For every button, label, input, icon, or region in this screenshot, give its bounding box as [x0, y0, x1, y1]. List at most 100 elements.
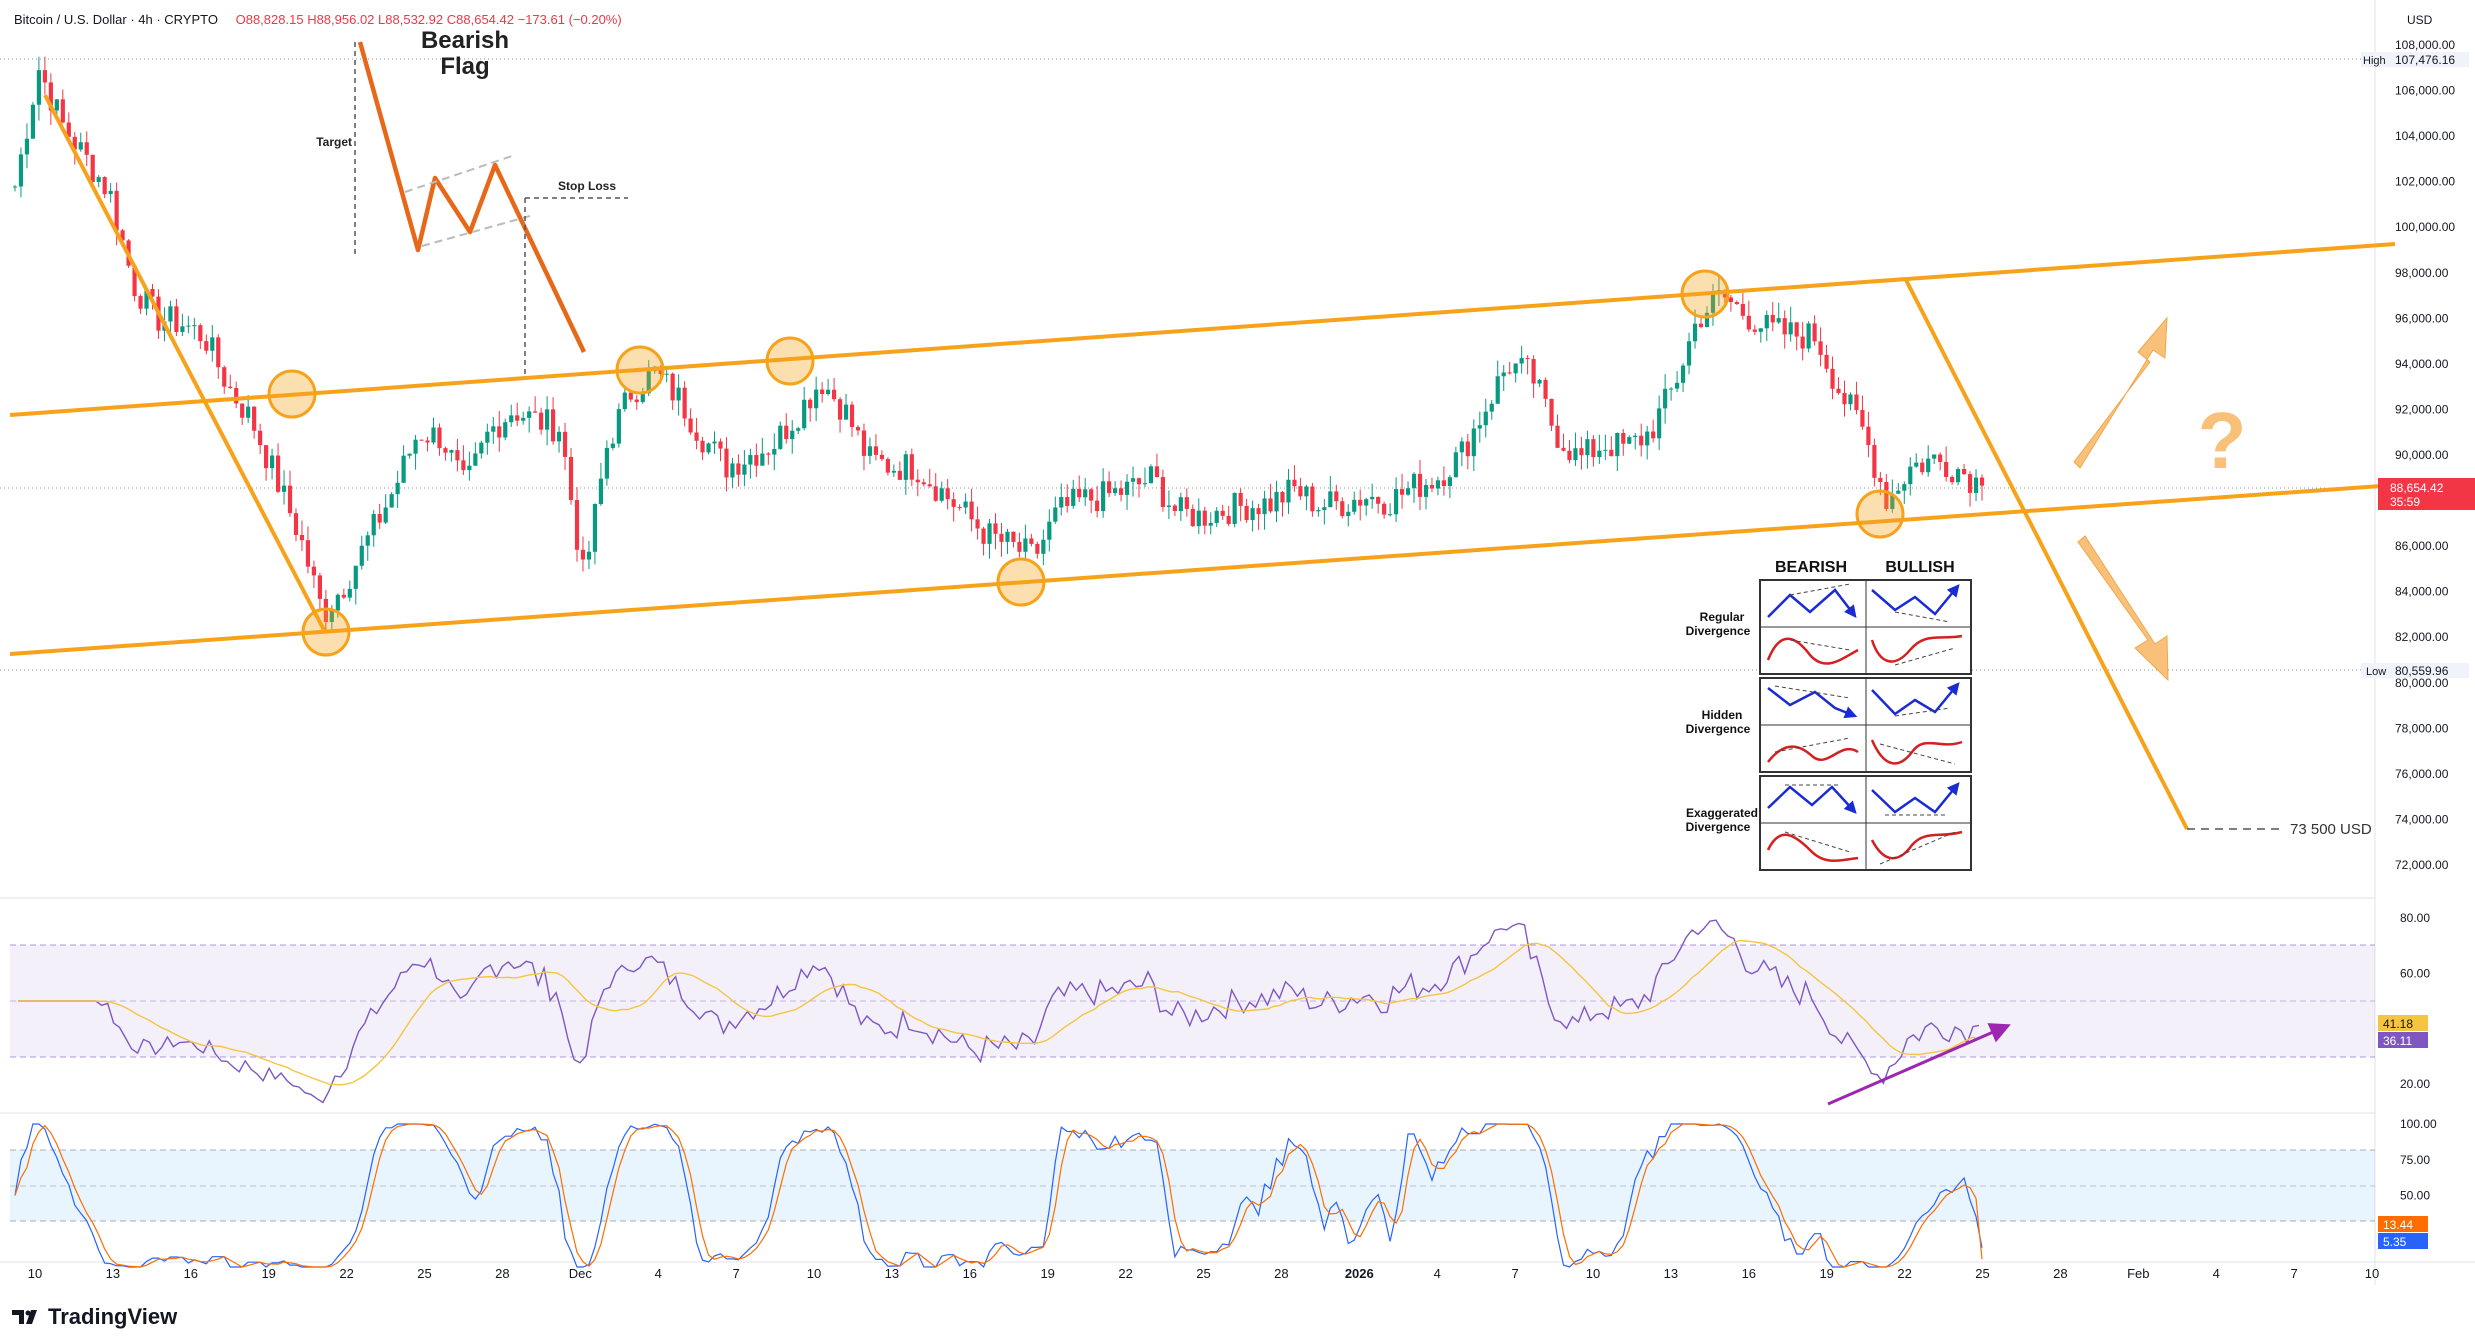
candle-body: [419, 439, 424, 441]
candle-body: [138, 296, 143, 309]
candle-body: [1489, 403, 1494, 412]
ohlc-change: −173.61 (−0.20%): [517, 12, 622, 27]
candle-body: [108, 190, 113, 195]
candle-body: [1567, 450, 1572, 461]
candle-body: [1938, 454, 1943, 462]
candle-body: [1842, 392, 1847, 405]
candle-body: [772, 448, 777, 455]
price-tick-label: 82,000.00: [2395, 630, 2449, 644]
candle-body: [778, 425, 783, 449]
candle-body: [1872, 445, 1877, 478]
candle-body: [264, 445, 269, 469]
candle-body: [401, 455, 406, 483]
candle-body: [281, 485, 287, 492]
date-tick-label: 16: [963, 1266, 977, 1281]
candle-body: [1393, 489, 1399, 515]
candle-body: [586, 551, 592, 560]
date-tick-label: 25: [1975, 1266, 1989, 1281]
rsi-tick-label: 20.00: [2400, 1077, 2430, 1091]
candle-body: [706, 443, 711, 453]
candle-body: [1764, 314, 1769, 329]
candle-body: [1035, 543, 1040, 554]
candle-body: [1136, 478, 1142, 485]
bearish-flag-title: Bearish: [421, 27, 509, 54]
candle-body: [1806, 323, 1811, 349]
candle-body: [909, 454, 914, 480]
candle-body: [479, 442, 484, 454]
touch-circle: [765, 336, 815, 386]
candle-body: [1322, 507, 1327, 511]
candle-body: [449, 450, 454, 453]
candle-body: [491, 426, 496, 432]
candle-body: [192, 325, 197, 327]
candle-body: [957, 506, 962, 508]
candle-body: [1053, 507, 1058, 522]
rsi-axis-ticks: 80.00 60.00 20.00: [2400, 911, 2430, 1091]
date-axis-ticks: 10 13 16 19 22 25 28 Dec 4 7 10 13 16 19 22 25 28 2026 4 7 1…: [28, 1266, 2379, 1281]
target-label: Target: [316, 135, 352, 149]
price-tick-label: 74,000.00: [2395, 812, 2449, 826]
stoch-tick-label: 100.00: [2400, 1117, 2437, 1131]
candle-body: [855, 426, 861, 431]
rsi-ma-value-label: 36.11: [2383, 1034, 2412, 1048]
candle-body: [1525, 358, 1530, 360]
candle-body: [712, 441, 717, 444]
candle-body: [246, 406, 251, 418]
candle-body: [808, 399, 813, 409]
ohlc-low: L88,532.92: [378, 12, 444, 27]
row-label-regular-1: Regular: [1700, 610, 1745, 624]
candle-body: [533, 411, 538, 413]
candle-body: [1250, 508, 1255, 521]
stoch-axis-ticks: 100.00 75.00 50.00: [2400, 1117, 2437, 1203]
price-tick-label: 92,000.00: [2395, 402, 2449, 416]
candle-body: [335, 594, 340, 611]
candle-body: [258, 430, 263, 446]
candle-body: [981, 528, 986, 544]
bearish-flag-subtitle: Flag: [440, 53, 489, 80]
date-tick-label: 22: [1897, 1266, 1911, 1281]
candle-body: [831, 389, 837, 400]
stop-loss-label: Stop Loss: [558, 179, 616, 193]
symbol-title[interactable]: Bitcoin / U.S. Dollar · 4h · CRYPTO: [14, 12, 218, 27]
candle-body: [341, 594, 346, 598]
candle-body: [90, 154, 95, 182]
candle-body: [1956, 468, 1961, 483]
date-tick-label: Feb: [2127, 1266, 2149, 1281]
candle-body: [1866, 426, 1871, 446]
touch-circles: [267, 269, 1905, 657]
candle-body: [993, 523, 998, 534]
candle-body: [1130, 478, 1136, 482]
date-tick-label: 7: [1511, 1266, 1518, 1281]
candle-body: [897, 470, 902, 480]
brand-logo[interactable]: TradingView: [12, 1304, 177, 1330]
high-badge-label: High: [2363, 55, 2386, 67]
candle-body: [688, 418, 693, 433]
candle-body: [1435, 480, 1441, 489]
candle-body: [114, 190, 119, 231]
candle-body: [670, 373, 675, 401]
candle-body: [24, 138, 30, 155]
price-tick-label: 108,000.00: [2395, 38, 2455, 52]
candle-body: [1477, 425, 1482, 429]
candle-body: [1824, 354, 1829, 369]
candle-body: [622, 392, 627, 410]
candle-body: [1902, 484, 1907, 491]
tradingview-icon: [12, 1310, 37, 1324]
price-tick-label: 80,000.00: [2395, 676, 2449, 690]
candle-body: [383, 507, 388, 523]
candle-body: [1214, 510, 1219, 523]
candle-body: [1513, 363, 1518, 374]
symbol-header[interactable]: Bitcoin / U.S. Dollar · 4h · CRYPTO O88,…: [14, 12, 622, 27]
candle-body: [1878, 477, 1883, 483]
stoch-k-badge: [2378, 1233, 2428, 1249]
candle-body: [820, 389, 825, 395]
currency-label[interactable]: USD: [2407, 13, 2433, 27]
candle-body: [1346, 511, 1351, 517]
candle-body: [1405, 488, 1411, 495]
candle-body: [515, 415, 520, 421]
candle-body: [1674, 382, 1680, 389]
candle-body: [1340, 501, 1345, 517]
candle-body: [1680, 365, 1686, 383]
divergence-row-regular: Regular Divergence: [1686, 579, 1972, 675]
